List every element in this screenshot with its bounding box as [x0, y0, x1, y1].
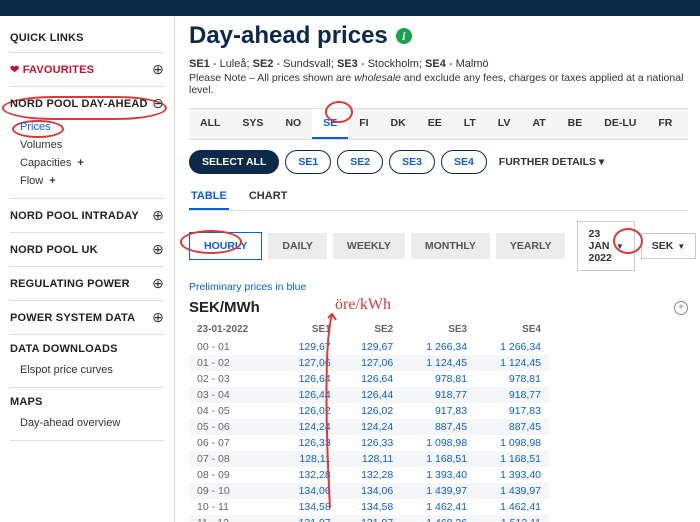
zone-pill-se4[interactable]: SE4: [441, 150, 487, 174]
info-icon[interactable]: i: [396, 28, 412, 44]
period-daily[interactable]: DAILY: [268, 233, 327, 259]
table-row: 02 - 03126,64126,64978,81978,81: [189, 371, 549, 387]
area-tab-be[interactable]: BE: [557, 109, 594, 139]
expand-table-icon[interactable]: +: [674, 301, 688, 315]
currency-picker[interactable]: SEK▼: [641, 233, 697, 259]
col-se2: SE2: [339, 320, 402, 339]
select-all-button[interactable]: SELECT ALL: [189, 150, 279, 174]
sidebar-uk[interactable]: NORD POOL UK⊕: [10, 241, 164, 258]
zone-pill-se2[interactable]: SE2: [337, 150, 383, 174]
area-tab-lt[interactable]: LT: [453, 109, 487, 139]
area-tab-no[interactable]: NO: [274, 109, 312, 139]
table-row: 09 - 10134,06134,061 439,971 439,97: [189, 483, 549, 499]
main-content: Day-ahead prices i SE1 - Luleå; SE2 - Su…: [175, 16, 700, 522]
period-hourly[interactable]: HOURLY: [189, 232, 262, 260]
area-tab-dk[interactable]: DK: [380, 109, 417, 139]
plus-icon: +: [77, 157, 83, 169]
zones-description: SE1 - Luleå; SE2 - Sundsvall; SE3 - Stoc…: [189, 58, 688, 70]
table-row: 10 - 11134,58134,581 462,411 462,41: [189, 499, 549, 515]
zone-pill-se1[interactable]: SE1: [285, 150, 331, 174]
preliminary-note: Preliminary prices in blue: [189, 281, 688, 293]
table-row: 04 - 05126,02126,02917,83917,83: [189, 403, 549, 419]
table-row: 08 - 09132,28132,281 393,401 393,40: [189, 467, 549, 483]
sidebar-data-downloads[interactable]: DATA DOWNLOADS: [10, 343, 164, 355]
table-row: 01 - 02127,06127,061 124,451 124,45: [189, 355, 549, 371]
period-yearly[interactable]: YEARLY: [496, 233, 566, 259]
top-bar: [0, 0, 700, 16]
plus-icon: +: [49, 175, 55, 187]
collapse-icon: ⊖: [152, 95, 164, 112]
expand-icon: ⊕: [152, 61, 164, 78]
disclaimer-note: Please Note – All prices shown are whole…: [189, 72, 688, 96]
sidebar-item-capacities[interactable]: Capacities+: [20, 154, 164, 172]
further-details-dropdown[interactable]: FURTHER DETAILS ▾: [499, 156, 604, 168]
area-tab-fr[interactable]: FR: [647, 109, 683, 139]
sidebar-item-prices[interactable]: Prices: [20, 118, 164, 136]
table-row: 03 - 04126,44126,44918,77918,77: [189, 387, 549, 403]
area-tab-lv[interactable]: LV: [487, 109, 522, 139]
sidebar-item-day-ahead-overview[interactable]: Day-ahead overview: [20, 414, 164, 432]
page-title: Day-ahead prices i: [189, 22, 688, 50]
tab-table[interactable]: TABLE: [189, 184, 229, 210]
sidebar-maps[interactable]: MAPS: [10, 396, 164, 408]
sidebar-item-flow[interactable]: Flow+: [20, 172, 164, 190]
area-tabs: ALLSYSNOSEFIDKEELTLVATBEDE-LUFR: [189, 108, 688, 140]
sidebar-item-volumes[interactable]: Volumes: [20, 136, 164, 154]
col-hour: 23-01-2022: [189, 320, 276, 339]
date-picker[interactable]: 23 JAN 2022▼: [577, 221, 634, 271]
period-weekly[interactable]: WEEKLY: [333, 233, 405, 259]
sidebar: QUICK LINKS ❤ FAVOURITES ⊕ NORD POOL DAY…: [0, 16, 175, 522]
table-row: 06 - 07126,33126,331 098,981 098,98: [189, 435, 549, 451]
col-se3: SE3: [401, 320, 475, 339]
area-tab-de-lu[interactable]: DE-LU: [593, 109, 647, 139]
area-tab-se[interactable]: SE: [312, 109, 348, 139]
sidebar-power-system[interactable]: POWER SYSTEM DATA⊕: [10, 309, 164, 326]
table-row: 11 - 12131,97131,971 468,261 512,11: [189, 515, 549, 522]
zone-pill-se3[interactable]: SE3: [389, 150, 435, 174]
expand-icon: ⊕: [152, 241, 164, 258]
area-tab-at[interactable]: AT: [521, 109, 556, 139]
expand-icon: ⊕: [152, 207, 164, 224]
expand-icon: ⊕: [152, 309, 164, 326]
period-monthly[interactable]: MONTHLY: [411, 233, 490, 259]
unit-label: SEK/MWh: [189, 299, 260, 316]
sidebar-intraday[interactable]: NORD POOL INTRADAY⊕: [10, 207, 164, 224]
sidebar-favourites-label: FAVOURITES: [23, 64, 94, 76]
tab-chart[interactable]: CHART: [247, 184, 290, 210]
sidebar-item-elspot[interactable]: Elspot price curves: [20, 361, 164, 379]
table-row: 07 - 08128,11128,111 168,511 168,51: [189, 451, 549, 467]
sidebar-regulating-power[interactable]: REGULATING POWER⊕: [10, 275, 164, 292]
area-tab-fi[interactable]: FI: [348, 109, 379, 139]
col-se1: SE1: [276, 320, 339, 339]
expand-icon: ⊕: [152, 275, 164, 292]
area-tab-ee[interactable]: EE: [417, 109, 453, 139]
table-row: 05 - 06124,24124,24887,45887,45: [189, 419, 549, 435]
sidebar-day-ahead[interactable]: NORD POOL DAY-AHEAD ⊖: [10, 95, 164, 112]
table-row: 00 - 01129,67129,671 266,341 266,34: [189, 339, 549, 355]
sidebar-quick-links[interactable]: QUICK LINKS: [10, 32, 164, 44]
area-tab-sys[interactable]: SYS: [231, 109, 274, 139]
area-tab-all[interactable]: ALL: [189, 109, 231, 139]
col-se4: SE4: [475, 320, 549, 339]
price-table: 23-01-2022SE1SE2SE3SE4 00 - 01129,67129,…: [189, 320, 549, 522]
sidebar-favourites[interactable]: ❤ FAVOURITES ⊕: [10, 61, 164, 78]
